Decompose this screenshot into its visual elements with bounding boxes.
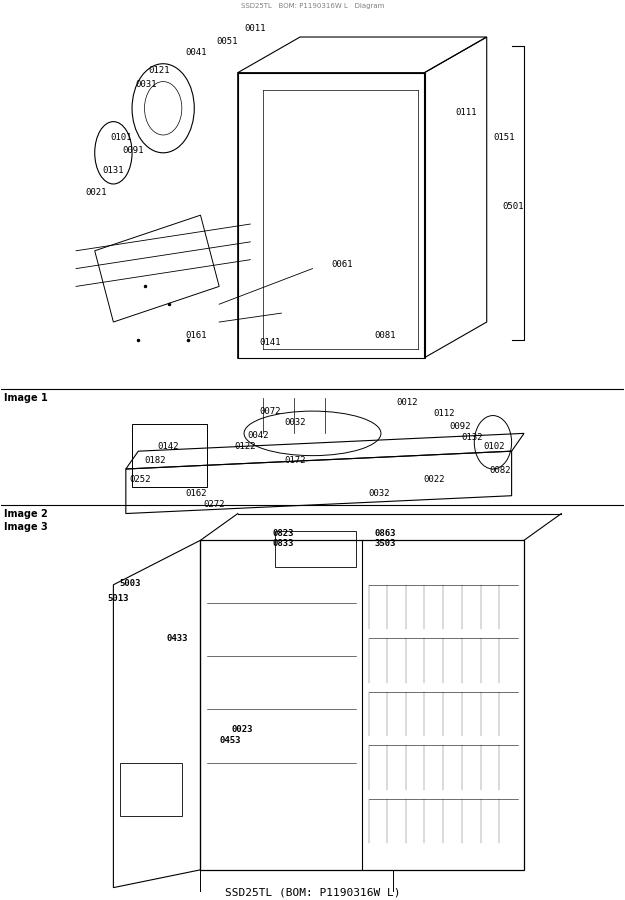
Text: 0091: 0091 <box>122 146 144 155</box>
Text: Image 1: Image 1 <box>4 393 48 403</box>
Text: 0863: 0863 <box>375 528 396 537</box>
Text: 0162: 0162 <box>185 490 206 499</box>
Text: 5003: 5003 <box>119 579 141 588</box>
Text: 0121: 0121 <box>149 66 171 75</box>
Text: 0132: 0132 <box>462 434 483 443</box>
Text: 0061: 0061 <box>331 260 352 269</box>
Bar <box>132 425 207 487</box>
Text: 0122: 0122 <box>235 442 256 451</box>
Text: 0172: 0172 <box>284 455 306 464</box>
Text: 3503: 3503 <box>375 539 396 548</box>
Text: 0131: 0131 <box>102 166 124 176</box>
Text: 0051: 0051 <box>216 37 238 46</box>
Text: 0142: 0142 <box>157 442 179 451</box>
Bar <box>275 531 356 567</box>
Text: 0032: 0032 <box>369 490 390 499</box>
Text: 5013: 5013 <box>107 594 129 603</box>
Text: 0161: 0161 <box>185 331 206 340</box>
Text: 0501: 0501 <box>503 202 524 211</box>
Bar <box>119 763 182 816</box>
Text: 0032: 0032 <box>284 418 306 427</box>
Text: Image 2: Image 2 <box>4 509 48 519</box>
Text: 0182: 0182 <box>144 455 166 464</box>
Text: 0272: 0272 <box>204 500 225 509</box>
Text: 0012: 0012 <box>396 398 418 407</box>
Text: 0031: 0031 <box>135 80 157 89</box>
Text: 0433: 0433 <box>166 634 188 643</box>
Text: 0081: 0081 <box>375 331 396 340</box>
Text: 0041: 0041 <box>185 48 206 57</box>
Text: 0102: 0102 <box>484 442 505 451</box>
Text: 0023: 0023 <box>232 724 253 733</box>
Text: 0453: 0453 <box>219 736 241 745</box>
Text: 0151: 0151 <box>493 133 514 142</box>
Text: SSD25TL (BOM: P1190316W L): SSD25TL (BOM: P1190316W L) <box>225 887 400 897</box>
Text: 0022: 0022 <box>423 475 445 484</box>
Text: 0112: 0112 <box>434 410 456 418</box>
Bar <box>201 540 524 869</box>
Text: 0101: 0101 <box>110 133 132 142</box>
Text: 0021: 0021 <box>86 188 107 197</box>
Text: 0833: 0833 <box>272 539 294 548</box>
Text: 0011: 0011 <box>244 23 266 32</box>
Text: Image 3: Image 3 <box>4 522 48 533</box>
Bar <box>201 869 393 900</box>
Text: 0092: 0092 <box>449 422 471 431</box>
Text: 0141: 0141 <box>259 338 281 347</box>
Text: 0072: 0072 <box>259 407 281 416</box>
Text: 0042: 0042 <box>247 431 269 440</box>
Text: 0111: 0111 <box>456 108 477 117</box>
Text: 0252: 0252 <box>129 475 151 484</box>
Text: 0082: 0082 <box>490 466 511 475</box>
Text: 0823: 0823 <box>272 528 294 537</box>
Text: SSD25TL   BOM: P1190316W L   Diagram: SSD25TL BOM: P1190316W L Diagram <box>241 4 384 9</box>
